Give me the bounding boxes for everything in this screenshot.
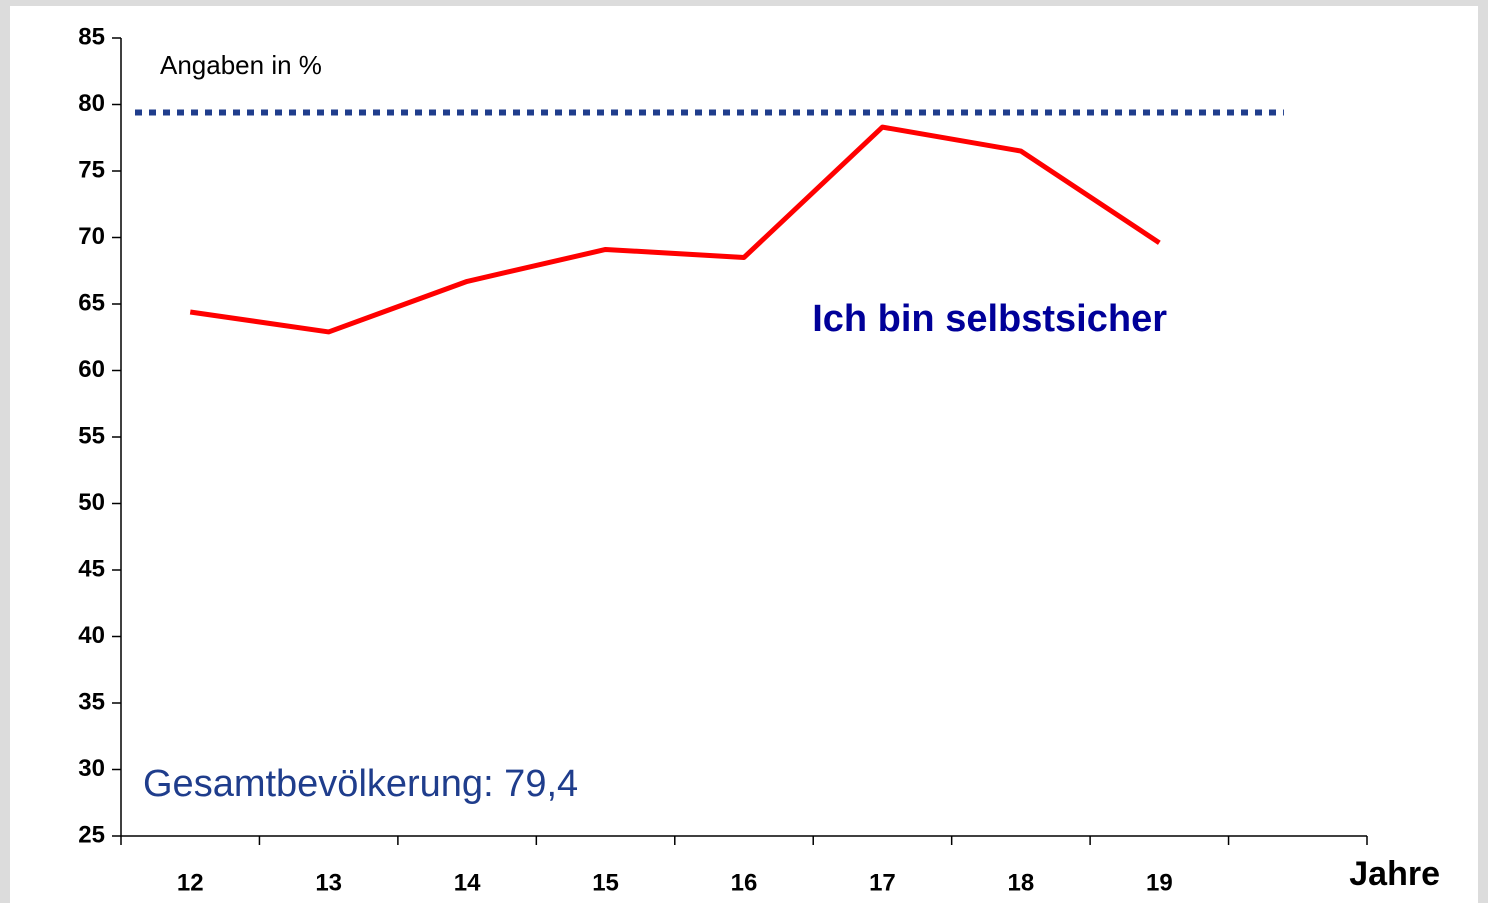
y-tick-label: 65 [78, 289, 105, 316]
y-tick-label: 35 [78, 688, 105, 715]
series-line [189, 124, 1161, 335]
y-tick-label: 40 [78, 622, 105, 649]
annotation: Angaben in % [160, 50, 322, 80]
reference-label: Gesamtbevölkerung: 79,4 [143, 763, 578, 805]
x-axis-label: Jahre [1349, 855, 1440, 893]
x-tick-label: 17 [869, 869, 896, 896]
x-tick-label: 13 [315, 869, 342, 896]
series-label: Ich bin selbstsicher [812, 298, 1167, 340]
y-tick-label: 75 [78, 156, 105, 183]
x-tick-label: 14 [454, 869, 481, 896]
y-tick-label: 60 [78, 356, 105, 383]
y-tick-label: 80 [78, 90, 105, 117]
y-tick-label: 70 [78, 223, 105, 250]
y-tick-label: 25 [78, 821, 105, 848]
x-tick-label: 16 [731, 869, 758, 896]
y-tick-label: 45 [78, 555, 105, 582]
plot-background [10, 6, 1478, 903]
y-tick-label: 55 [78, 422, 105, 449]
x-tick-label: 12 [177, 869, 204, 896]
y-tick-label: 50 [78, 489, 105, 516]
y-tick-label: 85 [78, 23, 105, 50]
y-tick-label: 30 [78, 755, 105, 782]
x-tick-label: 19 [1146, 869, 1173, 896]
x-tick-label: 15 [592, 869, 619, 896]
x-tick-label: 18 [1008, 869, 1035, 896]
